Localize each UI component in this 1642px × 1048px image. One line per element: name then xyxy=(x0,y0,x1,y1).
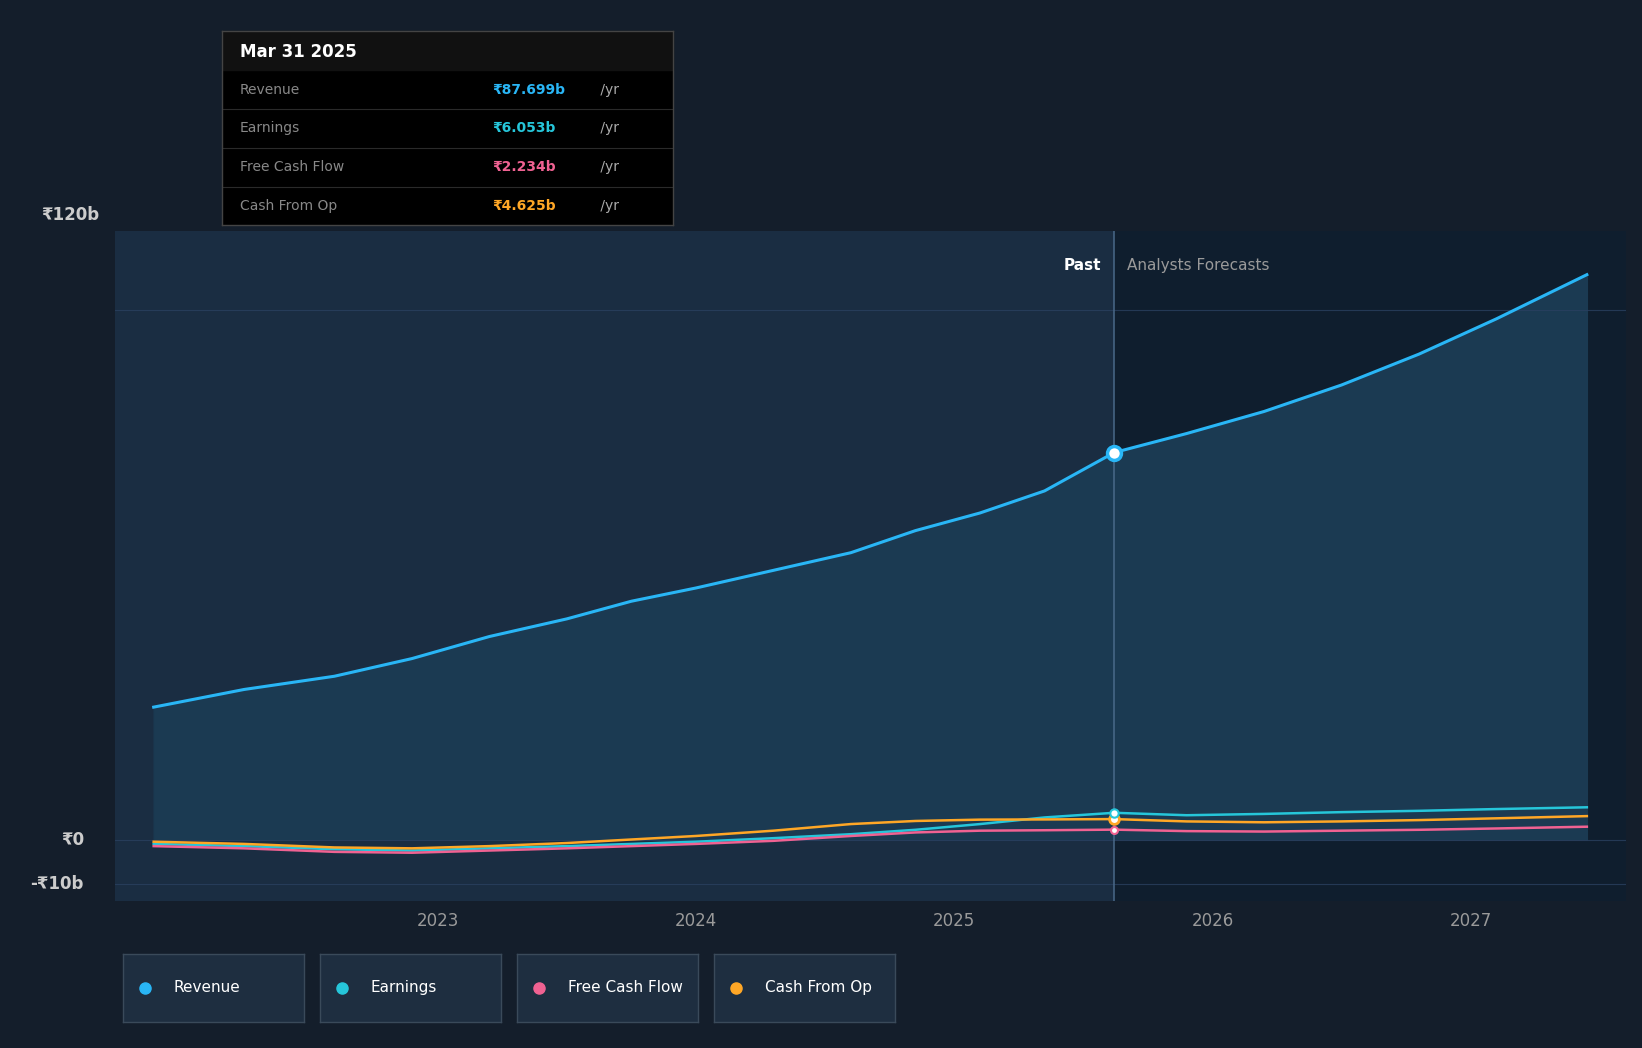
Text: Mar 31 2025: Mar 31 2025 xyxy=(240,43,356,61)
Text: /yr: /yr xyxy=(596,160,619,174)
Text: /yr: /yr xyxy=(596,199,619,213)
Text: Past: Past xyxy=(1064,258,1102,272)
Text: Earnings: Earnings xyxy=(240,122,300,135)
Text: /yr: /yr xyxy=(596,122,619,135)
Bar xyxy=(1115,231,1626,901)
Text: Free Cash Flow: Free Cash Flow xyxy=(240,160,343,174)
Text: 2027: 2027 xyxy=(1450,913,1493,931)
Text: 2024: 2024 xyxy=(675,913,718,931)
Text: 2025: 2025 xyxy=(933,913,975,931)
Text: -₹10b: -₹10b xyxy=(31,875,84,893)
Text: Revenue: Revenue xyxy=(174,980,240,996)
Text: Revenue: Revenue xyxy=(240,83,300,96)
Text: Earnings: Earnings xyxy=(371,980,437,996)
Text: ₹4.625b: ₹4.625b xyxy=(493,199,557,213)
Text: Cash From Op: Cash From Op xyxy=(765,980,872,996)
Bar xyxy=(115,231,1115,901)
Text: 2026: 2026 xyxy=(1192,913,1233,931)
Text: Analysts Forecasts: Analysts Forecasts xyxy=(1126,258,1269,272)
Text: ₹0: ₹0 xyxy=(61,830,84,849)
Text: /yr: /yr xyxy=(596,83,619,96)
Text: ₹2.234b: ₹2.234b xyxy=(493,160,557,174)
Text: Cash From Op: Cash From Op xyxy=(240,199,337,213)
Text: ₹120b: ₹120b xyxy=(41,205,99,224)
Bar xyxy=(222,31,673,70)
Text: ₹87.699b: ₹87.699b xyxy=(493,83,565,96)
Text: ₹6.053b: ₹6.053b xyxy=(493,122,557,135)
Text: Free Cash Flow: Free Cash Flow xyxy=(568,980,683,996)
Text: 2023: 2023 xyxy=(417,913,458,931)
